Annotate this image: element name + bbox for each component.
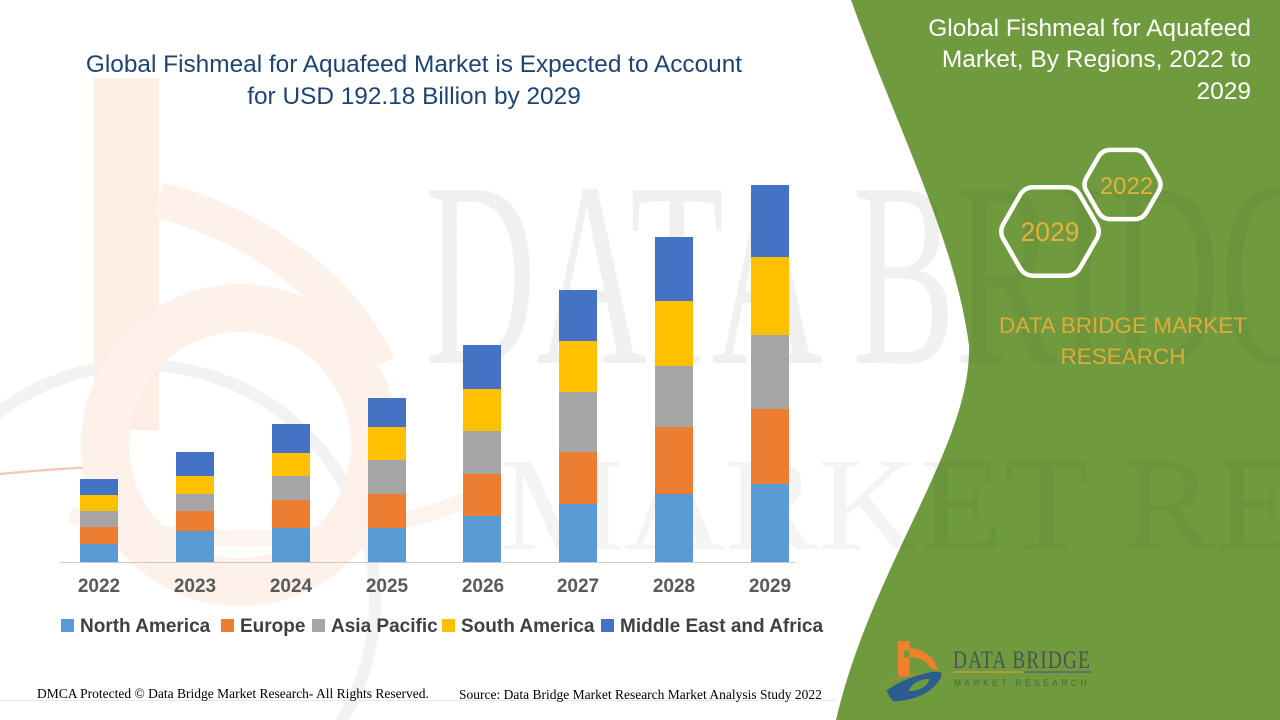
svg-text:2022: 2022 <box>1100 173 1153 200</box>
svg-text:DATA BRIDGE: DATA BRIDGE <box>953 647 1091 674</box>
svg-text:RESEARCH: RESEARCH <box>1060 344 1185 369</box>
svg-text:DATA BRIDGE MARKET: DATA BRIDGE MARKET <box>999 313 1247 338</box>
svg-text:2029: 2029 <box>1021 217 1080 247</box>
svg-text:MARKET RESEARCH: MARKET RESEARCH <box>954 678 1090 689</box>
